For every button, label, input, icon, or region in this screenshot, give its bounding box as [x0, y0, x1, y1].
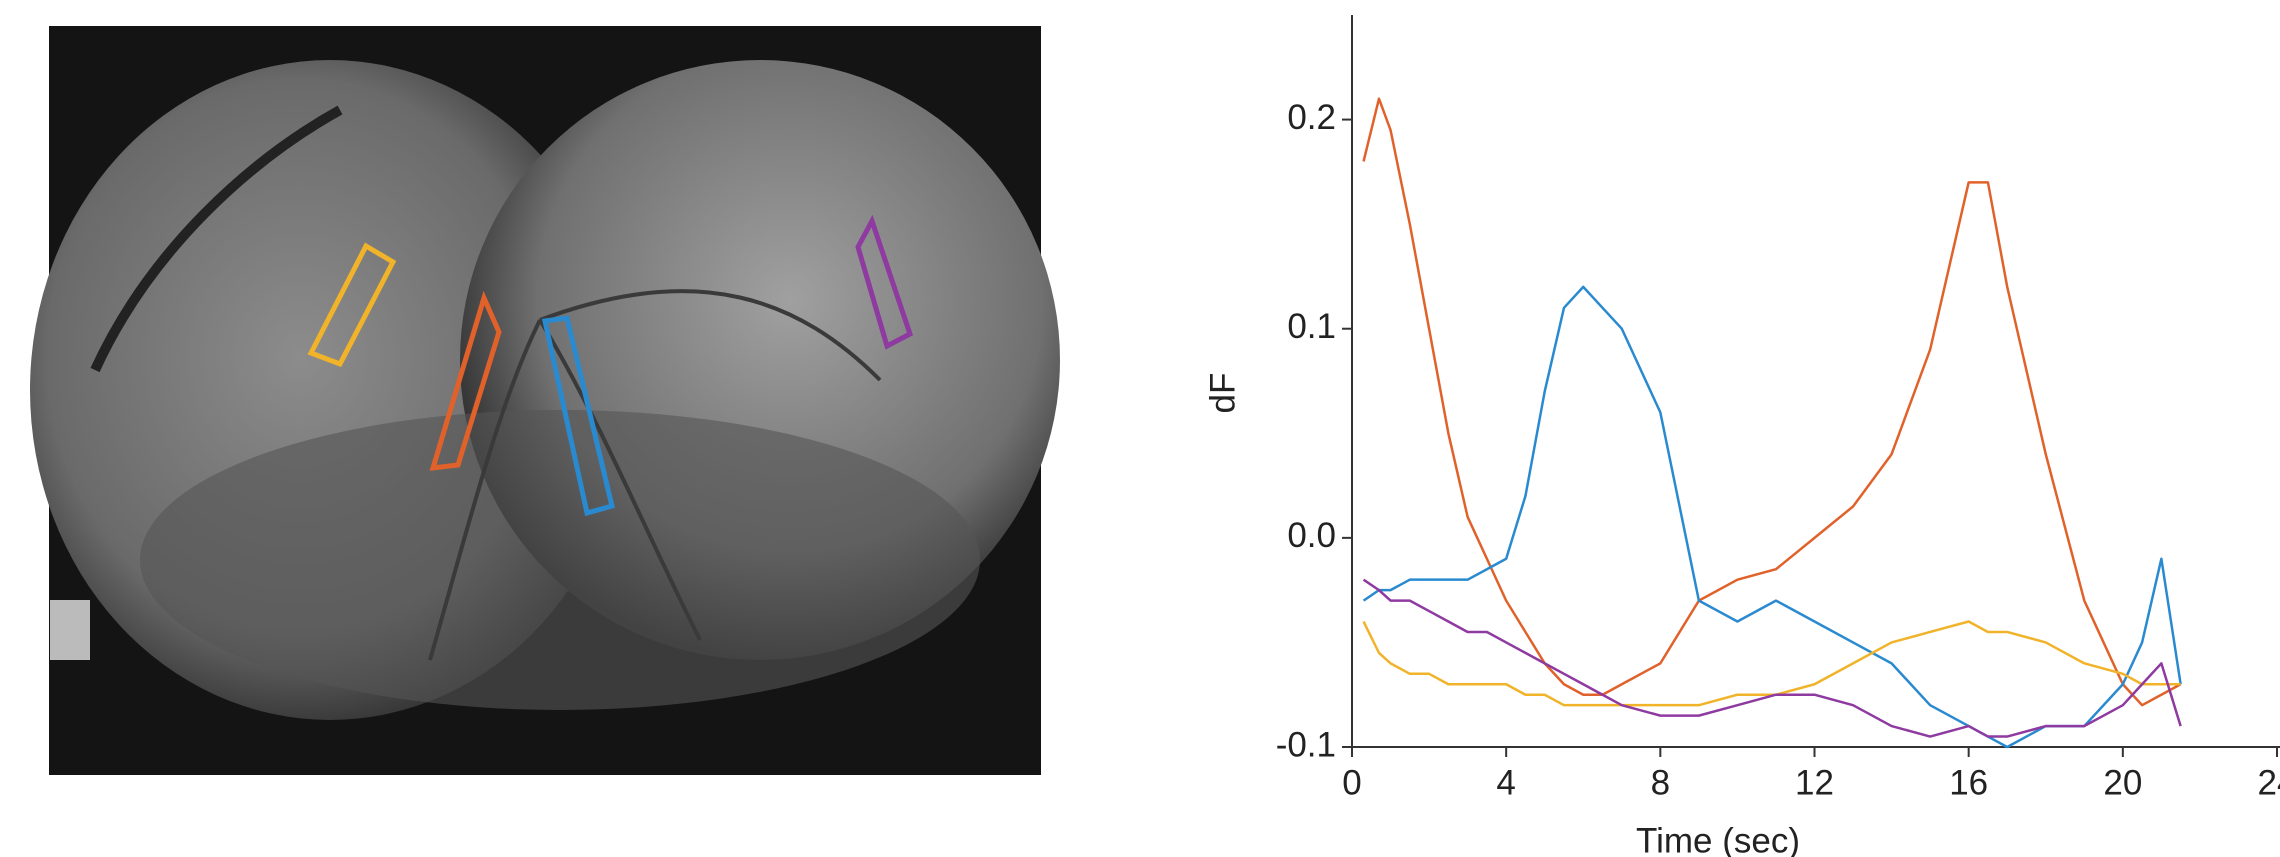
series-line	[1362, 97, 2182, 707]
x-axis-label: Time (sec)	[1636, 821, 1800, 857]
y-tick-label: 0.1	[1287, 307, 1336, 346]
y-axis-label: dF	[1203, 373, 1242, 414]
x-tick-label: 0	[1342, 763, 1361, 802]
x-tick-label: 16	[1949, 763, 1988, 802]
x-tick-label: 4	[1496, 763, 1515, 802]
x-tick-label: 8	[1651, 763, 1670, 802]
series-line	[1362, 578, 2182, 738]
y-tick-label: -0.1	[1276, 725, 1336, 764]
y-tick-label: 0.2	[1287, 98, 1336, 137]
x-tick-label: 12	[1795, 763, 1834, 802]
microscope-image	[30, 26, 1060, 775]
x-tick-label: 20	[2103, 763, 2142, 802]
y-tick-label: 0.0	[1287, 516, 1336, 555]
series-line	[1362, 285, 2182, 749]
x-tick-label: 24	[2258, 763, 2280, 802]
series-line	[1362, 620, 2181, 707]
